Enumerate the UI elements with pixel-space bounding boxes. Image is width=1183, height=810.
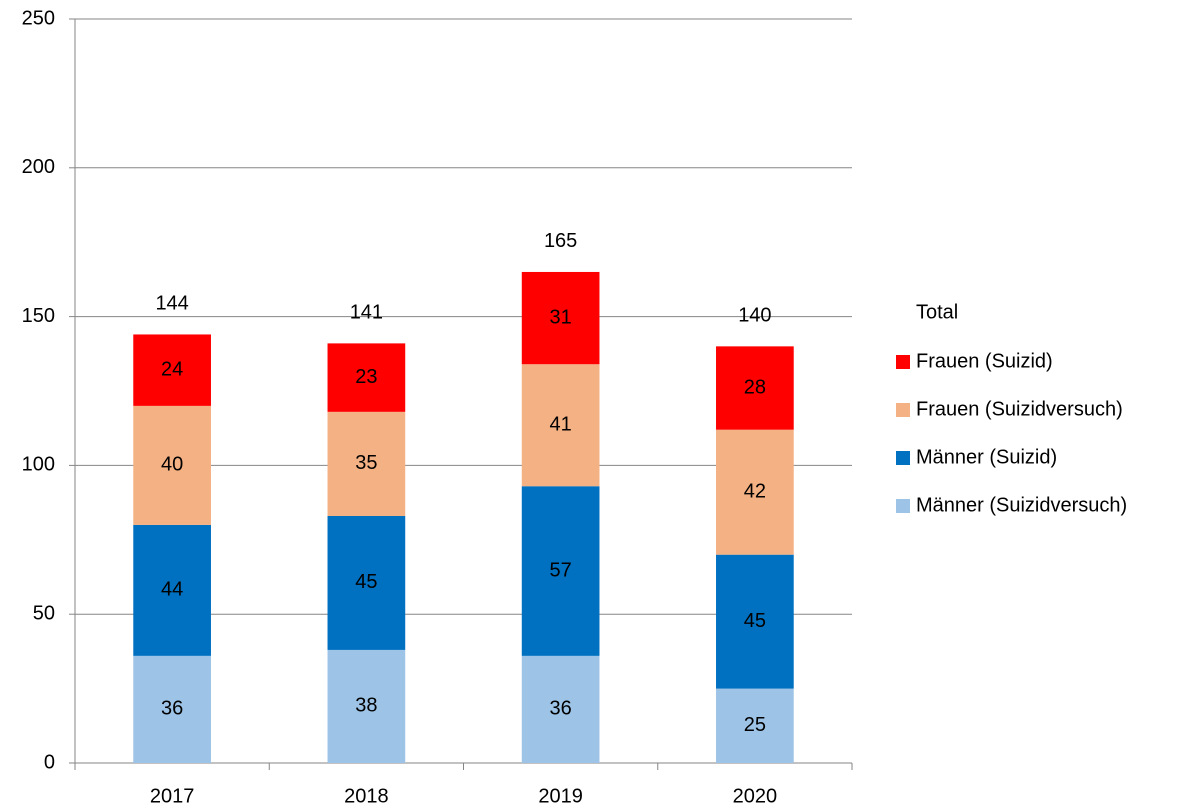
bar-segment [327,411,406,516]
x-tick-label: 2017 [150,785,195,807]
bar-segment [133,524,211,656]
data-label: 40 [161,454,183,476]
y-tick-label: 150 [22,305,55,327]
data-label: 25 [744,714,766,736]
data-label: 28 [744,376,766,398]
y-tick-label: 200 [22,156,55,178]
bar-segment [521,364,600,487]
bar-segment [327,649,406,763]
bar-segment [521,655,600,763]
legend-swatch [896,499,910,513]
y-tick-label: 100 [22,454,55,476]
bar-segment [716,554,794,689]
y-tick-label: 0 [44,751,55,773]
legend-label: Männer (Suizidversuch) [916,494,1127,516]
data-label: 45 [744,610,766,632]
data-label: 35 [355,452,377,474]
data-label: 44 [161,579,183,601]
bar-segment [327,515,406,650]
x-tick-label: 2019 [538,785,583,807]
data-label: 45 [355,571,377,593]
bar-segment [716,429,794,555]
data-label: 36 [550,698,572,720]
bar-segment [133,334,211,406]
total-label: 141 [350,302,383,324]
x-tick-label: 2020 [733,785,778,807]
x-tick-label: 2018 [344,785,389,807]
y-tick-label: 50 [33,602,55,624]
legend-label: Frauen (Suizidversuch) [916,398,1123,420]
data-label: 57 [550,559,572,581]
legend-swatch [896,355,910,369]
legend-title: Total [916,301,958,323]
legend-swatch [896,403,910,417]
bar-segment [716,688,794,763]
bar-segment [133,655,211,763]
data-label: 36 [161,698,183,720]
bar-segment [521,486,600,656]
data-label: 31 [550,306,572,328]
data-label: 42 [744,480,766,502]
total-label: 165 [544,230,577,252]
bar-segment [133,405,211,525]
legend-swatch [896,451,910,465]
legend-label: Männer (Suizid) [916,446,1057,468]
bar-segment [327,343,406,412]
total-label: 144 [155,293,188,315]
data-label: 41 [550,414,572,436]
data-label: 23 [355,366,377,388]
data-label: 24 [161,358,183,380]
data-label: 38 [355,695,377,717]
legend-label: Frauen (Suizid) [916,350,1053,372]
y-tick-label: 250 [22,7,55,29]
bar-segment [521,271,600,365]
total-label: 140 [738,305,771,327]
bar-segment [716,346,794,430]
